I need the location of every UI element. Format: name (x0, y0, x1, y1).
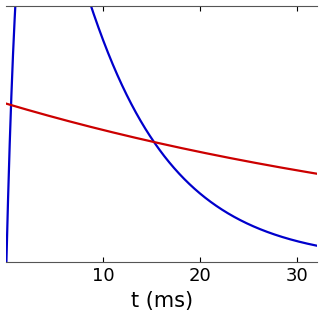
X-axis label: t (ms): t (ms) (131, 291, 193, 311)
